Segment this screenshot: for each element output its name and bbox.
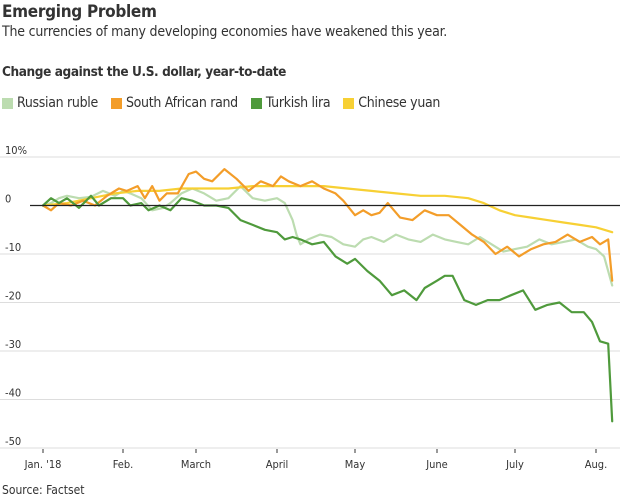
y-tick-label: 10%: [5, 144, 27, 157]
y-tick-label: -30: [5, 338, 21, 351]
legend-swatch: [2, 97, 13, 109]
legend-item: South African rand: [110, 95, 238, 111]
x-tick-label: Feb.: [113, 458, 134, 471]
legend-item: Turkish lira: [250, 95, 331, 111]
x-tick-label: May: [345, 458, 366, 471]
x-tick-label: April: [266, 458, 289, 471]
legend-label: Russian ruble: [17, 95, 98, 111]
series-line-chinese-yuan: [41, 185, 614, 234]
x-tick-label: June: [425, 458, 448, 471]
series-line-turkish-lira: [41, 194, 614, 423]
legend-swatch: [343, 97, 355, 109]
page-title: Emerging Problem: [2, 2, 157, 22]
legend-label: South African rand: [125, 95, 238, 111]
x-tick-label: July: [505, 458, 524, 471]
x-tick-label: March: [181, 458, 211, 471]
x-tick-label: Jan. '18: [24, 458, 62, 471]
source-note: Source: Factset: [2, 483, 85, 497]
y-tick-label: -20: [5, 290, 21, 303]
y-tick-label: -40: [5, 387, 21, 400]
legend-item: Chinese yuan: [343, 95, 440, 111]
y-tick-label: 0: [5, 193, 11, 206]
legend-label: Chinese yuan: [358, 95, 441, 111]
legend-item: Russian ruble: [2, 95, 98, 111]
series-line-russian-ruble: [41, 185, 614, 287]
y-tick-label: -10: [5, 241, 21, 254]
legend-swatch: [250, 97, 262, 109]
series-line-south-african-rand: [41, 168, 614, 282]
legend-swatch: [110, 97, 122, 109]
y-tick-label: -50: [5, 435, 21, 448]
x-tick-label: Aug.: [585, 458, 607, 471]
chart-legend: Russian ruble South African rand Turkish…: [2, 95, 453, 111]
page-subtitle: The currencies of many developing econom…: [2, 24, 448, 40]
legend-label: Turkish lira: [265, 95, 331, 111]
chart-title: Change against the U.S. dollar, year-to-…: [2, 64, 287, 80]
